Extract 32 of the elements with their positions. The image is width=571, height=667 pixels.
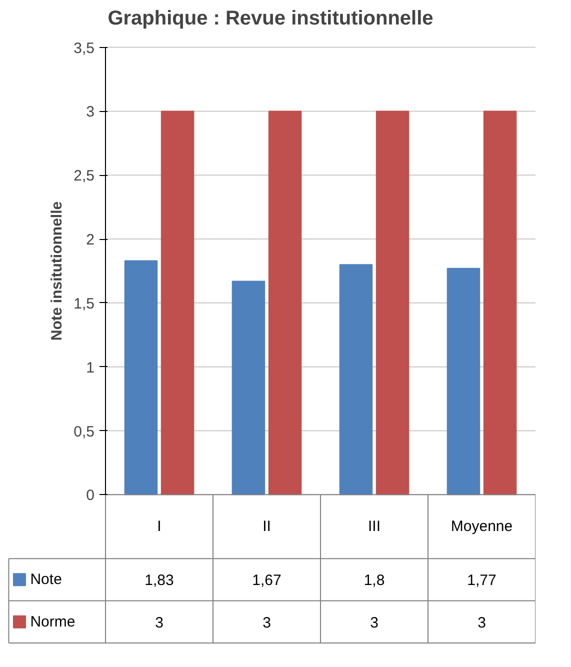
bar — [483, 110, 517, 496]
data-label: 1,67 — [252, 572, 282, 590]
bar — [446, 268, 480, 496]
y-tick-label: 2,5 — [74, 168, 95, 185]
y-tick-label: 0 — [86, 487, 94, 504]
legend-label: Norme — [30, 613, 76, 630]
y-axis-title: Note insitutionnelle — [48, 201, 66, 341]
bar — [124, 260, 158, 496]
y-tick-label: 1 — [86, 359, 94, 376]
bar — [268, 110, 302, 496]
y-tick-label: 3 — [86, 104, 94, 121]
y-tick-label: 1,5 — [74, 295, 95, 312]
data-label: 1,83 — [144, 572, 174, 590]
bar — [339, 264, 373, 496]
data-label: 3 — [262, 614, 271, 632]
data-label: 1,8 — [364, 572, 385, 590]
x-tick-label: Moyenne — [450, 518, 513, 536]
bar — [376, 110, 410, 496]
chart-title: Graphique : Revue institutionnelle — [108, 8, 434, 30]
x-tick-label: I — [157, 518, 162, 536]
x-tick-label: II — [262, 518, 271, 536]
y-tick-label: 3,5 — [74, 40, 95, 57]
data-label: 1,77 — [467, 572, 496, 590]
legend-label: Note — [30, 571, 62, 588]
x-tick-label: III — [368, 518, 381, 536]
y-tick-label: 0,5 — [74, 423, 95, 440]
data-label: 3 — [370, 614, 378, 632]
bar — [232, 280, 266, 496]
y-tick-label: 2 — [86, 232, 94, 249]
bar — [160, 110, 194, 496]
data-label: 3 — [478, 614, 486, 632]
data-label: 3 — [155, 614, 164, 632]
